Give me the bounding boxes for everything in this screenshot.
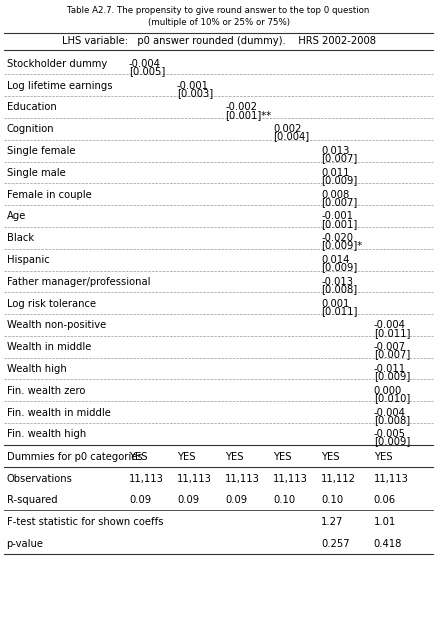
Text: Table A2.7. The propensity to give round answer to the top 0 question: Table A2.7. The propensity to give round… bbox=[67, 6, 370, 15]
Text: Log risk tolerance: Log risk tolerance bbox=[7, 299, 96, 308]
Text: 11,113: 11,113 bbox=[225, 474, 260, 484]
Text: LHS variable:   p0 answer rounded (dummy).    HRS 2002-2008: LHS variable: p0 answer rounded (dummy).… bbox=[62, 36, 375, 46]
Text: [0.007]: [0.007] bbox=[321, 197, 357, 207]
Text: 11,113: 11,113 bbox=[374, 474, 409, 484]
Text: [0.004]: [0.004] bbox=[273, 131, 309, 142]
Text: [0.003]: [0.003] bbox=[177, 88, 213, 98]
Text: -0.001: -0.001 bbox=[177, 81, 209, 90]
Text: Cognition: Cognition bbox=[7, 124, 54, 134]
Text: -0.004: -0.004 bbox=[374, 408, 406, 417]
Text: [0.009]: [0.009] bbox=[374, 371, 410, 381]
Text: 0.09: 0.09 bbox=[177, 495, 199, 506]
Text: 0.10: 0.10 bbox=[273, 495, 295, 506]
Text: -0.007: -0.007 bbox=[374, 342, 406, 352]
Text: Single male: Single male bbox=[7, 168, 65, 178]
Text: [0.011]: [0.011] bbox=[374, 328, 410, 338]
Text: 0.008: 0.008 bbox=[321, 190, 350, 199]
Text: 0.000: 0.000 bbox=[374, 386, 402, 395]
Text: -0.005: -0.005 bbox=[374, 429, 406, 439]
Text: -0.020: -0.020 bbox=[321, 233, 353, 243]
Text: [0.009]: [0.009] bbox=[321, 175, 357, 185]
Text: 0.09: 0.09 bbox=[225, 495, 247, 506]
Text: Single female: Single female bbox=[7, 146, 75, 156]
Text: 0.09: 0.09 bbox=[129, 495, 151, 506]
Text: Father manager/professional: Father manager/professional bbox=[7, 277, 150, 287]
Text: Observations: Observations bbox=[7, 474, 73, 484]
Text: YES: YES bbox=[321, 452, 340, 462]
Text: 1.27: 1.27 bbox=[321, 517, 343, 528]
Text: YES: YES bbox=[273, 452, 291, 462]
Text: 0.002: 0.002 bbox=[273, 124, 302, 134]
Text: YES: YES bbox=[225, 452, 243, 462]
Text: p-value: p-value bbox=[7, 539, 44, 549]
Text: Hispanic: Hispanic bbox=[7, 255, 49, 265]
Text: Female in couple: Female in couple bbox=[7, 190, 91, 199]
Text: 0.014: 0.014 bbox=[321, 255, 350, 265]
Text: -0.001: -0.001 bbox=[321, 212, 353, 221]
Text: -0.013: -0.013 bbox=[321, 277, 353, 287]
Text: -0.011: -0.011 bbox=[374, 364, 406, 374]
Text: 0.013: 0.013 bbox=[321, 146, 350, 156]
Text: Dummies for p0 categories: Dummies for p0 categories bbox=[7, 452, 142, 462]
Text: 0.10: 0.10 bbox=[321, 495, 343, 506]
Text: 0.06: 0.06 bbox=[374, 495, 396, 506]
Text: [0.005]: [0.005] bbox=[129, 66, 165, 76]
Text: YES: YES bbox=[129, 452, 147, 462]
Text: Fin. wealth in middle: Fin. wealth in middle bbox=[7, 408, 111, 417]
Text: -0.004: -0.004 bbox=[374, 320, 406, 330]
Text: 0.418: 0.418 bbox=[374, 539, 402, 549]
Text: [0.010]: [0.010] bbox=[374, 393, 410, 403]
Text: [0.009]*: [0.009]* bbox=[321, 240, 362, 251]
Text: Log lifetime earnings: Log lifetime earnings bbox=[7, 81, 112, 90]
Text: YES: YES bbox=[177, 452, 195, 462]
Text: [0.011]: [0.011] bbox=[321, 306, 357, 316]
Text: Fin. wealth high: Fin. wealth high bbox=[7, 429, 86, 439]
Text: Stockholder dummy: Stockholder dummy bbox=[7, 59, 107, 69]
Text: 0.257: 0.257 bbox=[321, 539, 350, 549]
Text: 11,112: 11,112 bbox=[321, 474, 356, 484]
Text: [0.008]: [0.008] bbox=[374, 415, 410, 425]
Text: Black: Black bbox=[7, 233, 34, 243]
Text: F-test statistic for shown coeffs: F-test statistic for shown coeffs bbox=[7, 517, 163, 528]
Text: 11,113: 11,113 bbox=[273, 474, 308, 484]
Text: 0.001: 0.001 bbox=[321, 299, 350, 308]
Text: 11,113: 11,113 bbox=[177, 474, 212, 484]
Text: Age: Age bbox=[7, 212, 26, 221]
Text: -0.004: -0.004 bbox=[129, 59, 161, 69]
Text: Wealth high: Wealth high bbox=[7, 364, 66, 374]
Text: 0.011: 0.011 bbox=[321, 168, 350, 178]
Text: [0.007]: [0.007] bbox=[321, 153, 357, 163]
Text: Wealth non-positive: Wealth non-positive bbox=[7, 320, 106, 330]
Text: [0.009]: [0.009] bbox=[321, 262, 357, 272]
Text: Wealth in middle: Wealth in middle bbox=[7, 342, 91, 352]
Text: YES: YES bbox=[374, 452, 392, 462]
Text: [0.001]: [0.001] bbox=[321, 219, 357, 229]
Text: Fin. wealth zero: Fin. wealth zero bbox=[7, 386, 85, 395]
Text: [0.008]: [0.008] bbox=[321, 284, 357, 294]
Text: [0.007]: [0.007] bbox=[374, 349, 410, 360]
Text: (multiple of 10% or 25% or 75%): (multiple of 10% or 25% or 75%) bbox=[148, 18, 289, 27]
Text: 11,113: 11,113 bbox=[129, 474, 164, 484]
Text: [0.001]**: [0.001]** bbox=[225, 110, 271, 120]
Text: R-squared: R-squared bbox=[7, 495, 57, 506]
Text: Education: Education bbox=[7, 103, 56, 112]
Text: -0.002: -0.002 bbox=[225, 103, 257, 112]
Text: 1.01: 1.01 bbox=[374, 517, 396, 528]
Text: [0.009]: [0.009] bbox=[374, 437, 410, 447]
